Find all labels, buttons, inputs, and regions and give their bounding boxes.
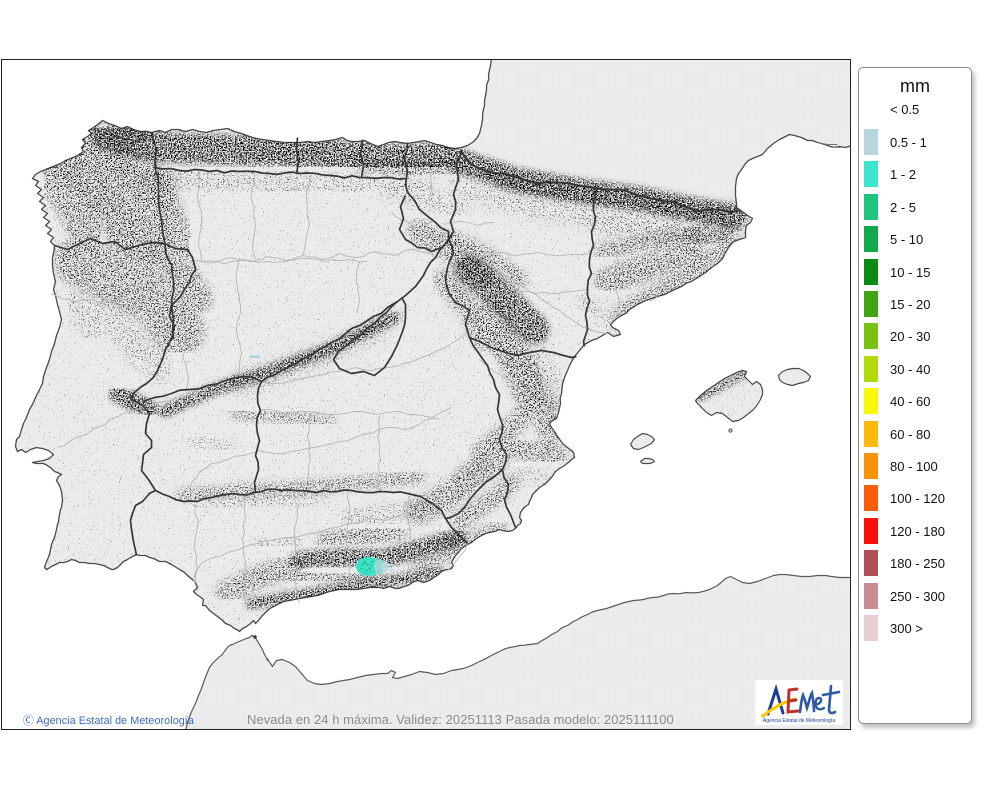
svg-text:Agencia Estatal de Meteorologí: Agencia Estatal de Meteorología [763,718,835,724]
